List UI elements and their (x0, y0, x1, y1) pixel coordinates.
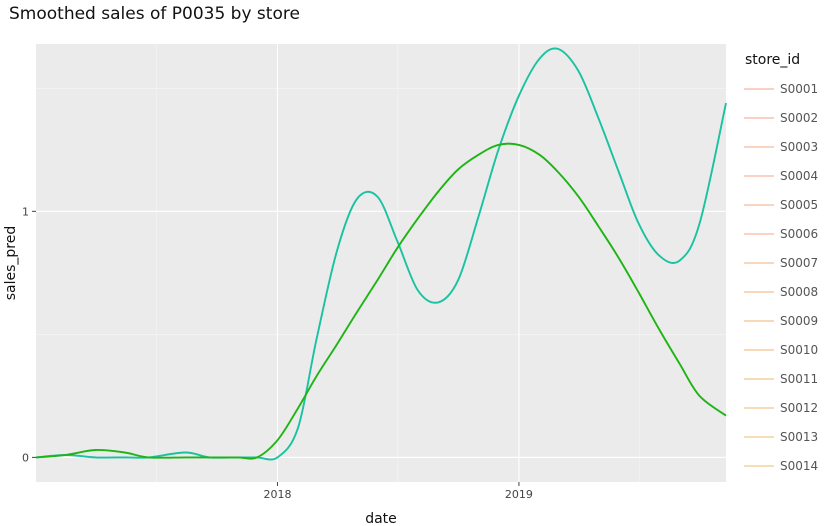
legend-label: S0010 (780, 342, 819, 357)
legend-label: S0007 (780, 255, 819, 270)
legend-swatch (744, 232, 774, 235)
plot-background (36, 44, 726, 482)
legend-label: S0004 (780, 168, 819, 183)
legend-item: S0012 (744, 393, 818, 422)
legend-label: S0003 (780, 139, 819, 154)
legend-label: S0002 (780, 110, 819, 125)
x-tick-label: 2019 (505, 488, 533, 501)
legend-swatch (744, 464, 774, 467)
legend-title: store_id (745, 52, 801, 68)
chart-title: Smoothed sales of P0035 by store (9, 4, 300, 24)
legend-item: S0010 (744, 335, 818, 364)
legend: store_id S0001 S0002 S0003 S0004 S0005 S0006 S… (744, 52, 818, 480)
legend-item: S0005 (744, 190, 818, 219)
legend-label: S0008 (780, 284, 819, 299)
legend-swatch (744, 406, 774, 409)
legend-swatch (744, 377, 774, 380)
legend-item: S0001 (744, 74, 818, 103)
legend-label: S0005 (780, 197, 819, 212)
y-axis-ticks: 01 (22, 205, 36, 464)
legend-label: S0001 (780, 81, 819, 96)
legend-item: S0009 (744, 306, 818, 335)
legend-swatch (744, 87, 774, 90)
legend-label: S0009 (780, 313, 819, 328)
x-axis-label: date (365, 511, 397, 526)
y-axis-label: sales_pred (3, 226, 19, 301)
legend-swatch (744, 174, 774, 177)
series-line-2 (35, 142, 727, 460)
y-tick-label: 0 (22, 451, 29, 464)
legend-item: S0008 (744, 277, 818, 306)
legend-swatch (744, 435, 774, 438)
series-line-1 (35, 47, 727, 461)
legend-label: S0012 (780, 400, 819, 415)
legend-item: S0003 (744, 132, 818, 161)
series-layer (35, 47, 727, 461)
legend-items: S0001 S0002 S0003 S0004 S0005 S0006 S0007 S0008… (744, 74, 818, 480)
legend-swatch (744, 319, 774, 322)
grid-minor (36, 44, 726, 482)
legend-swatch (744, 145, 774, 148)
legend-swatch (744, 348, 774, 351)
y-tick-label: 1 (22, 205, 29, 218)
legend-swatch (744, 203, 774, 206)
x-tick-label: 2018 (263, 488, 291, 501)
legend-swatch (744, 116, 774, 119)
legend-item: S0002 (744, 103, 818, 132)
legend-swatch (744, 290, 774, 293)
legend-label: S0011 (780, 371, 819, 386)
legend-item: S0013 (744, 422, 818, 451)
legend-label: S0014 (780, 458, 819, 473)
legend-item: S0014 (744, 451, 818, 480)
legend-label: S0013 (780, 429, 819, 444)
legend-item: S0011 (744, 364, 818, 393)
legend-swatch (744, 261, 774, 264)
legend-item: S0007 (744, 248, 818, 277)
legend-item: S0006 (744, 219, 818, 248)
x-axis-ticks: 2018 2019 (263, 482, 533, 501)
legend-item: S0004 (744, 161, 818, 190)
legend-label: S0006 (780, 226, 819, 241)
